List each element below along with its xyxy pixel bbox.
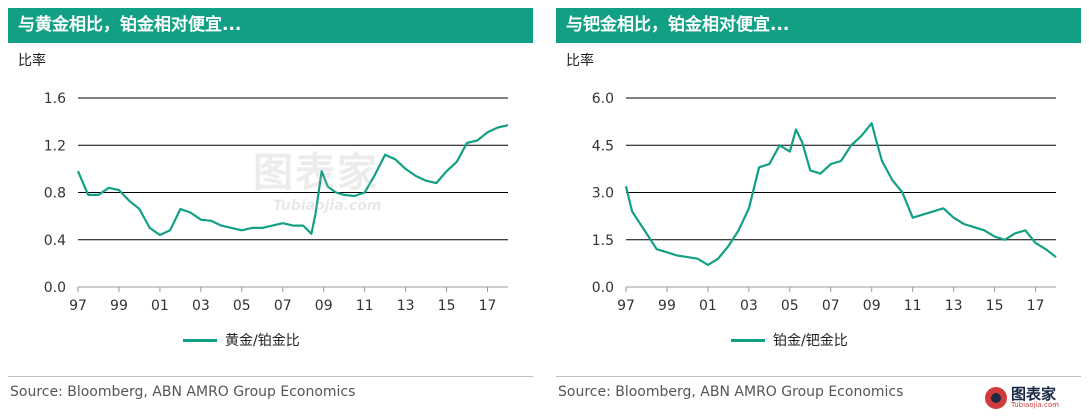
x-tick-label: 09 bbox=[315, 298, 333, 314]
tubiaojia-logo: 图表家 Tubiaojia.com bbox=[985, 381, 1085, 415]
source-divider bbox=[556, 376, 1081, 377]
x-tick-label: 01 bbox=[151, 298, 169, 314]
y-axis-label: 比率 bbox=[18, 53, 46, 69]
x-tick-label: 15 bbox=[986, 298, 1004, 314]
series-line bbox=[76, 124, 509, 237]
source-note: Source: Bloomberg, ABN AMRO Group Econom… bbox=[10, 384, 356, 400]
x-tick-label: 15 bbox=[438, 298, 456, 314]
chart-legend: 黄金/铂金比 bbox=[183, 330, 300, 350]
legend-swatch bbox=[183, 338, 217, 342]
source-divider bbox=[8, 376, 533, 377]
chart-title: 与黄金相比，铂金相对便宜... bbox=[8, 8, 533, 43]
y-tick-label: 0.8 bbox=[44, 186, 66, 202]
y-axis-label: 比率 bbox=[566, 53, 594, 69]
tubiaojia-logo-icon bbox=[985, 387, 1007, 409]
x-tick-label: 07 bbox=[274, 298, 292, 314]
x-tick-label: 03 bbox=[192, 298, 210, 314]
chart-plot-area: 0.0 0.4 0.8 1.2 1.6 97 99 01 03 05 07 09 11 13 15 17 bbox=[44, 91, 509, 314]
y-tick-label: 1.5 bbox=[592, 233, 614, 249]
x-tick-label: 03 bbox=[740, 298, 758, 314]
logo-name: 图表家 bbox=[1011, 385, 1057, 403]
x-tick-label: 99 bbox=[110, 298, 128, 314]
x-tick-label: 11 bbox=[356, 298, 374, 314]
chart-plot-area: 0.0 1.5 3.0 4.5 6.0 97 99 01 03 05 07 09 11 13 15 17 bbox=[592, 91, 1057, 314]
y-tick-label: 1.2 bbox=[44, 138, 66, 154]
x-tick-label: 09 bbox=[863, 298, 881, 314]
x-tick-label: 07 bbox=[822, 298, 840, 314]
logo-subname: Tubiaojia.com bbox=[1011, 401, 1059, 409]
legend-swatch bbox=[731, 338, 765, 342]
y-tick-label: 1.6 bbox=[44, 91, 66, 107]
series-line bbox=[624, 122, 1057, 266]
y-tick-label: 0.0 bbox=[592, 280, 614, 296]
x-tick-label: 97 bbox=[617, 298, 635, 314]
x-tick-label: 99 bbox=[658, 298, 676, 314]
x-tick-label: 13 bbox=[945, 298, 963, 314]
legend-label: 铂金/钯金比 bbox=[773, 333, 848, 349]
y-tick-label: 3.0 bbox=[592, 186, 614, 202]
x-tick-label: 13 bbox=[397, 298, 415, 314]
chart-panel-platinum-palladium: 与钯金相比，铂金相对便宜... 比率 0.0 1.5 3.0 4.5 6.0 97 99 01… bbox=[556, 0, 1081, 419]
y-tick-label: 0.0 bbox=[44, 280, 66, 296]
y-tick-label: 0.4 bbox=[44, 233, 66, 249]
x-tick-label: 17 bbox=[479, 298, 497, 314]
source-note: Source: Bloomberg, ABN AMRO Group Econom… bbox=[558, 384, 904, 400]
x-tick-label: 11 bbox=[904, 298, 922, 314]
x-tick-label: 05 bbox=[781, 298, 799, 314]
chart-legend: 铂金/钯金比 bbox=[731, 330, 848, 350]
chart-title: 与钯金相比，铂金相对便宜... bbox=[556, 8, 1081, 43]
x-tick-label: 01 bbox=[699, 298, 717, 314]
y-tick-label: 6.0 bbox=[592, 91, 614, 107]
legend-label: 黄金/铂金比 bbox=[225, 333, 300, 349]
y-tick-label: 4.5 bbox=[592, 138, 614, 154]
x-tick-label: 17 bbox=[1027, 298, 1045, 314]
x-tick-label: 05 bbox=[233, 298, 251, 314]
x-tick-label: 97 bbox=[69, 298, 87, 314]
chart-panel-gold-platinum: 与黄金相比，铂金相对便宜... 比率 0.0 0.4 0.8 1.2 1.6 97 99 01… bbox=[8, 0, 533, 419]
